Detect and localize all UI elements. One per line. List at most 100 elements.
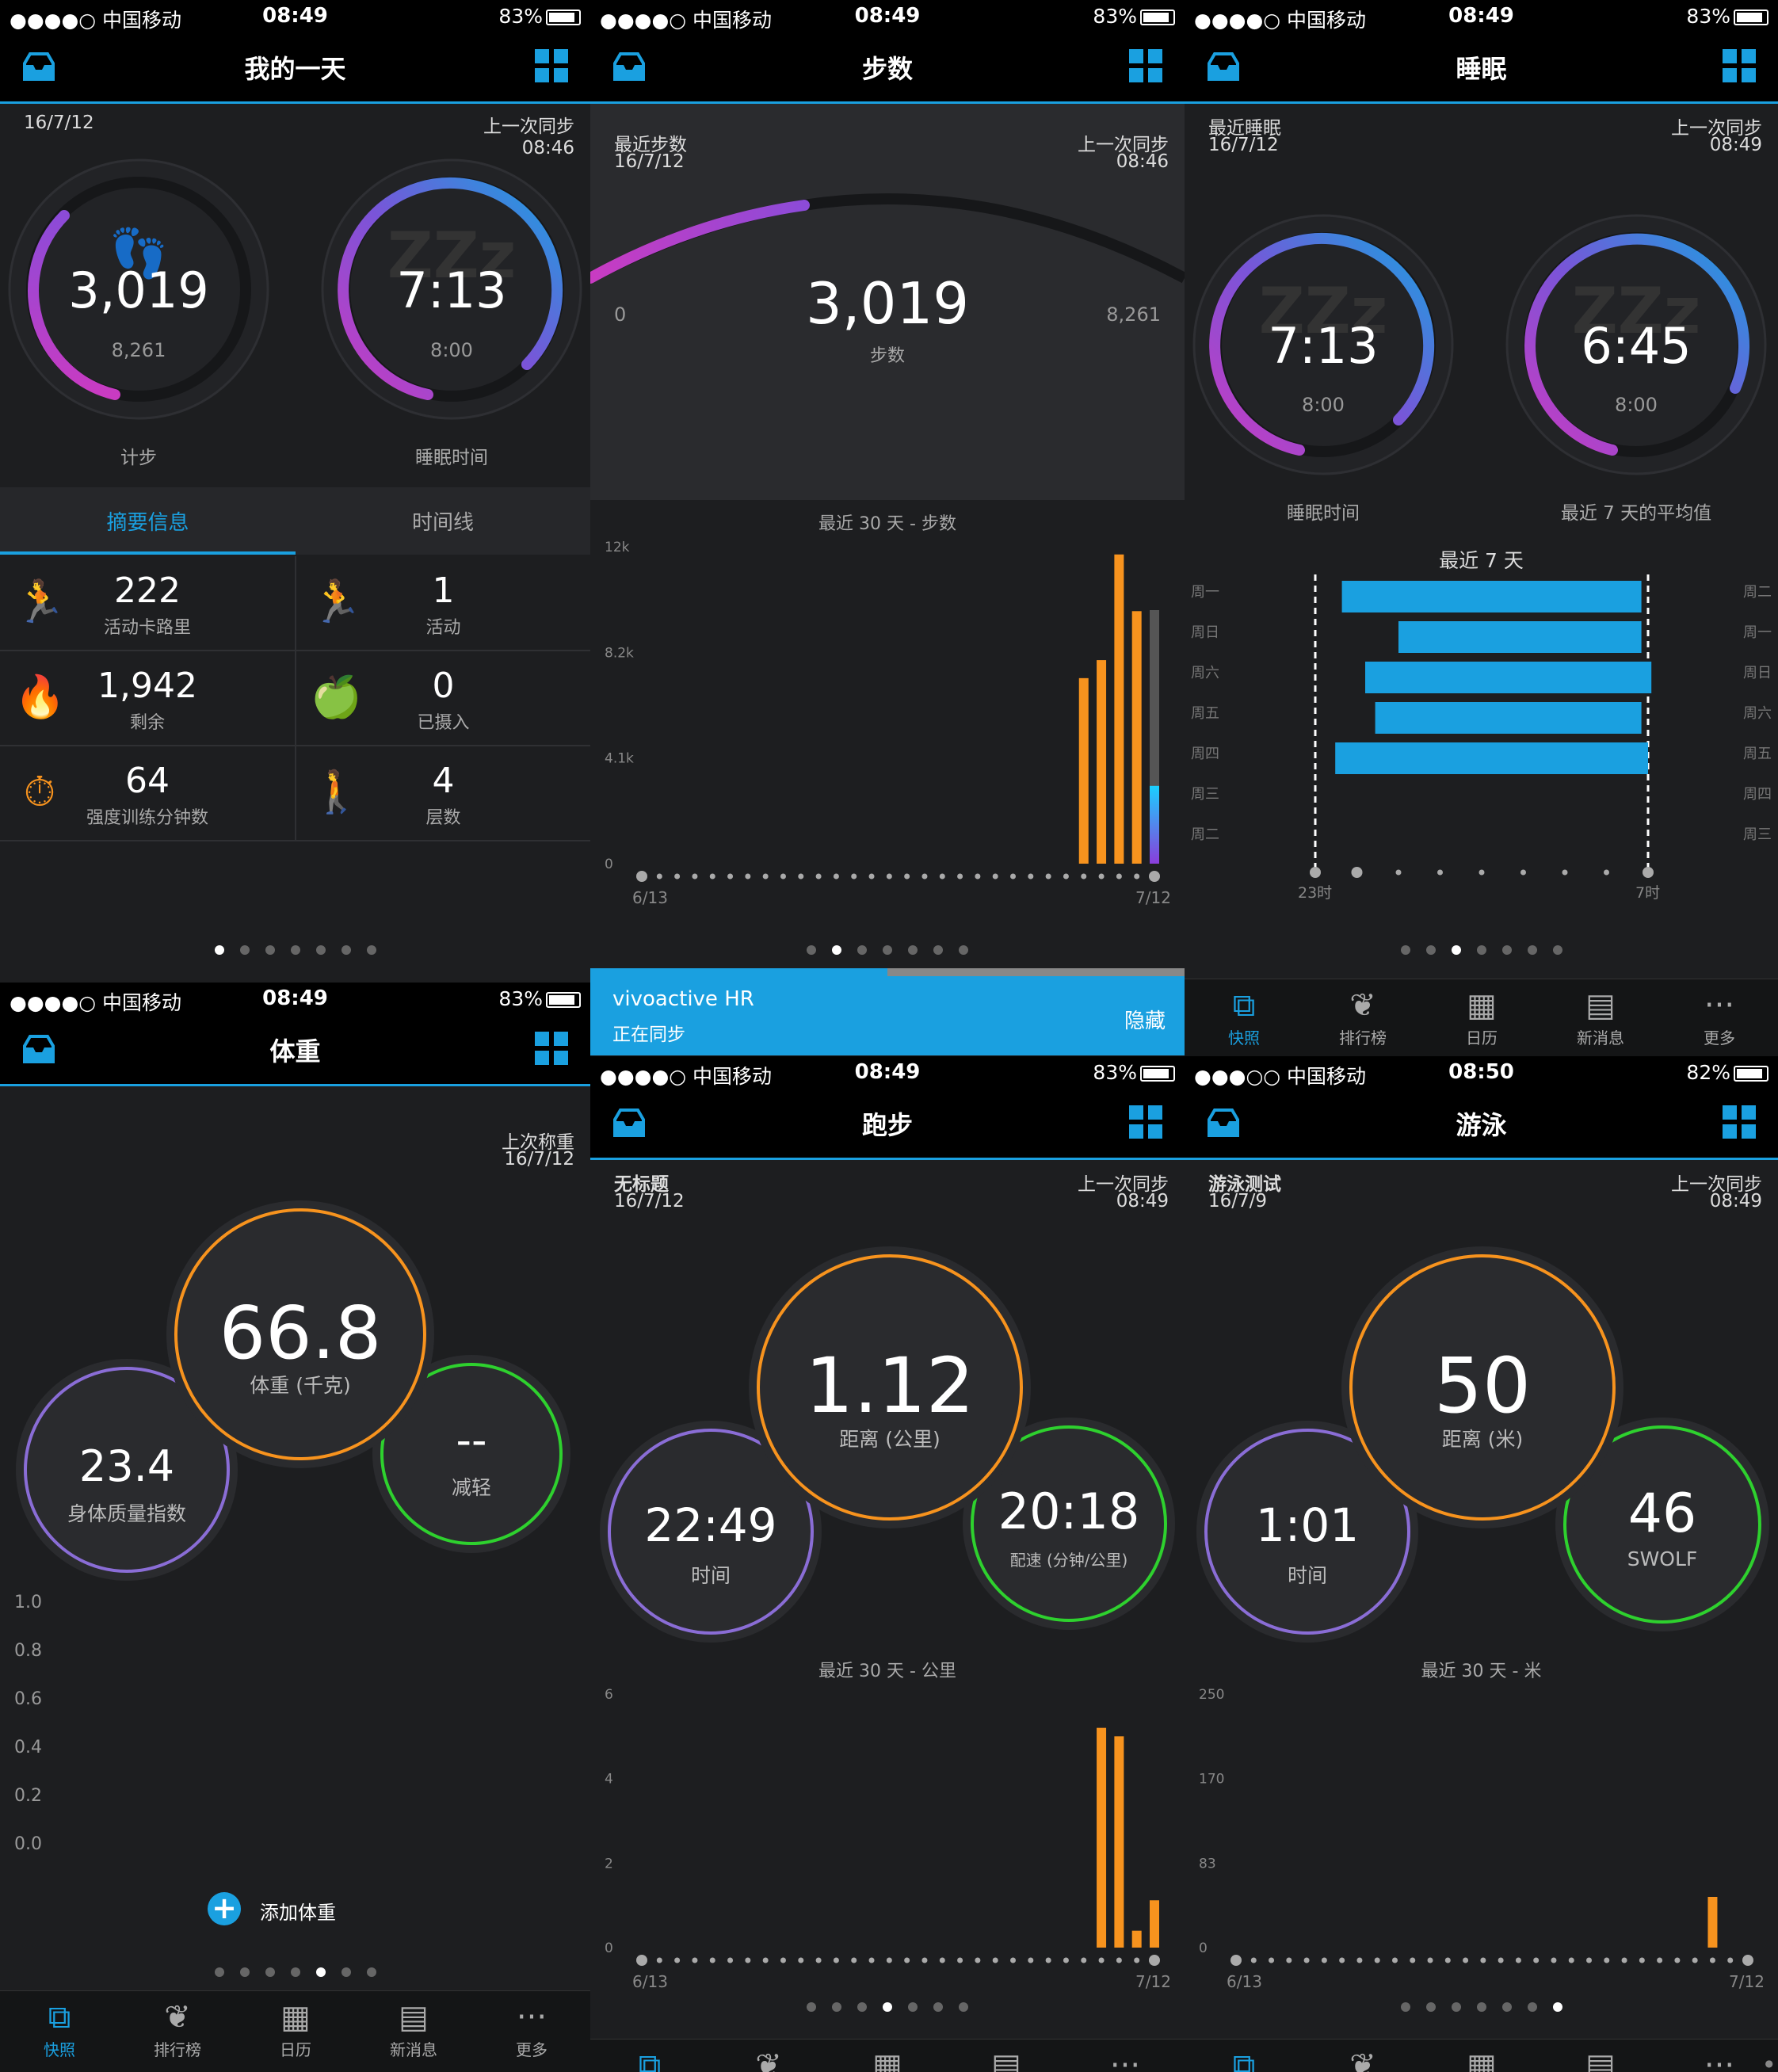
tab-calendar[interactable]: ▦ 日历: [1422, 986, 1541, 1048]
x-day-dot: [1568, 1957, 1574, 1963]
inbox-icon[interactable]: [1207, 1109, 1240, 1137]
running-30day-chart[interactable]: 6 4 2 0 6/13 7/12: [590, 1678, 1185, 1995]
tab-snapshot[interactable]: ⧉: [1185, 2046, 1303, 2072]
tab-snapshot[interactable]: ⧉ 快照: [1185, 986, 1303, 1048]
tab-calendar[interactable]: ▦: [828, 2046, 947, 2072]
x-day-dot: [833, 1957, 839, 1963]
stat-remaining[interactable]: 🔥 1,942 剩余: [0, 651, 296, 746]
stat-intensity-minutes[interactable]: ⏱ 64 强度训练分钟数: [0, 746, 296, 841]
stat-value: 1,942: [97, 666, 197, 706]
steps-30day-chart[interactable]: 12k 8.2k 4.1k 0 6/13 7/12: [590, 531, 1185, 927]
widgets-grid-icon[interactable]: [1723, 49, 1756, 82]
tab-timeline[interactable]: 时间线: [411, 511, 474, 535]
tab-leaderboard[interactable]: ❦ 排行榜: [1303, 986, 1422, 1048]
pace-bubble[interactable]: 20:18 配速 (分钟/公里): [971, 1425, 1167, 1622]
x-day-dot: [1081, 1957, 1087, 1963]
inbox-icon[interactable]: [22, 1035, 55, 1063]
inbox-icon[interactable]: [612, 1109, 646, 1137]
weight-bubble[interactable]: 66.8 体重 (千克): [174, 1208, 426, 1460]
tab-calendar[interactable]: ▦: [1422, 2046, 1541, 2072]
stat-active-calories[interactable]: 🏃 222 活动卡路里: [0, 556, 296, 651]
tab-more[interactable]: ··· 更多: [1660, 986, 1778, 1048]
y-tick-label: 250: [1199, 1687, 1224, 1703]
running-fast-icon: 🏃: [14, 578, 66, 626]
widgets-grid-icon[interactable]: [535, 49, 568, 82]
tab-snapshot[interactable]: ⧉ 快照: [0, 1998, 119, 2060]
tab-label: 日历: [1466, 1028, 1498, 1047]
inbox-icon[interactable]: [22, 52, 55, 81]
sleep-ring[interactable]: ZZz: [1192, 214, 1454, 475]
battery: 83%: [1093, 1061, 1175, 1084]
x-day-dot: [636, 871, 647, 882]
sleep-value: 7:13: [1268, 317, 1379, 375]
x-day-dot: [1374, 1957, 1380, 1963]
widgets-grid-icon[interactable]: [535, 1032, 568, 1065]
more-icon: ···: [516, 1999, 548, 2036]
tab-leaderboard[interactable]: ❦ 排行榜: [118, 1998, 237, 2060]
nav-bar: 跑步: [590, 1088, 1185, 1160]
tab-leaderboard[interactable]: ❦: [709, 2046, 828, 2072]
x-day-dot: [1028, 873, 1034, 880]
sync-status: 正在同步: [612, 1025, 685, 1045]
tab-more[interactable]: ···: [1066, 2046, 1185, 2072]
x-day-dot: [1674, 1957, 1681, 1963]
page-title: 步数: [861, 54, 913, 84]
battery: 83%: [1686, 5, 1768, 28]
steps-ring[interactable]: 👣: [8, 158, 269, 420]
x-day-dot: [1116, 873, 1122, 880]
x-day-dot: [957, 873, 963, 880]
bar: [1097, 1727, 1107, 1948]
swolf-bubble[interactable]: 46 SWOLF: [1563, 1425, 1761, 1624]
tab-summary[interactable]: 摘要信息: [106, 511, 189, 535]
time-bubble[interactable]: 22:49 时间: [608, 1429, 814, 1635]
bar: [1097, 660, 1107, 864]
sync-time: 08:49: [1709, 1191, 1762, 1212]
widgets-grid-icon[interactable]: [1129, 49, 1162, 82]
inbox-icon[interactable]: [1207, 52, 1240, 81]
stat-activities[interactable]: 🏃 1 活动: [296, 556, 590, 651]
more-icon: ···: [1704, 987, 1735, 1024]
calendar-icon: ▦: [1467, 2047, 1497, 2072]
x-day-dot: [1356, 1957, 1363, 1963]
laurel-icon: ❦: [1349, 987, 1376, 1024]
widgets-grid-icon[interactable]: [1723, 1105, 1756, 1139]
tab-calendar[interactable]: ▦ 日历: [236, 1998, 355, 2060]
stopwatch-icon: ⏱: [23, 769, 56, 816]
page-dots: [0, 1965, 590, 1980]
tab-more[interactable]: ···: [1660, 2046, 1778, 2072]
distance-bubble[interactable]: 1.12 距离 (公里): [757, 1254, 1023, 1521]
hide-button[interactable]: 隐藏: [1124, 1009, 1166, 1033]
laurel-icon: ❦: [164, 1999, 191, 2036]
swimming-30day-chart[interactable]: 250 170 83 0 6/13 7/12: [1185, 1678, 1778, 1995]
tab-more[interactable]: ··· 更多: [472, 1998, 590, 2060]
sync-banner[interactable]: vivoactive HR 正在同步 隐藏: [590, 976, 1185, 1055]
carrier: ●●●●○ 中国移动: [600, 9, 773, 32]
date: 16/7/12: [614, 151, 685, 172]
segment-tabs: 摘要信息 时间线: [0, 487, 590, 555]
x-day-dot: [692, 873, 698, 880]
tab-news[interactable]: ▤ 新消息: [1541, 986, 1660, 1048]
x-start-label: 6/13: [1227, 1972, 1262, 1991]
widgets-grid-icon[interactable]: [1129, 1105, 1162, 1139]
tab-snapshot[interactable]: ⧉: [590, 2046, 709, 2072]
weight-label: 体重 (千克): [250, 1374, 351, 1397]
last-weigh-label: 上次称重: [502, 1132, 574, 1153]
tab-label: 更多: [516, 2040, 548, 2059]
sleep-ring[interactable]: ZZz: [321, 158, 582, 420]
battery-icon: [1734, 10, 1768, 25]
tab-news[interactable]: ▤: [947, 2046, 1066, 2072]
inbox-icon[interactable]: [612, 52, 646, 81]
activity-name: 无标题: [614, 1174, 669, 1195]
avg-sleep-ring[interactable]: ZZz: [1505, 214, 1767, 475]
stat-floors[interactable]: 🚶 4 层数: [296, 746, 590, 841]
stat-consumed[interactable]: 🍏 0 已摄入: [296, 651, 590, 746]
tab-news[interactable]: ▤ 新消息: [354, 1998, 473, 2060]
tab-news[interactable]: ▤: [1541, 2046, 1660, 2072]
distance-bubble[interactable]: 50 距离 (米): [1349, 1254, 1616, 1521]
x-day-dot: [1303, 1957, 1310, 1963]
loss-bubble[interactable]: -- 减轻: [380, 1363, 563, 1545]
tab-leaderboard[interactable]: ❦: [1303, 2046, 1422, 2072]
date: 16/7/12: [1208, 135, 1279, 155]
x-day-dot: [1604, 1957, 1610, 1963]
